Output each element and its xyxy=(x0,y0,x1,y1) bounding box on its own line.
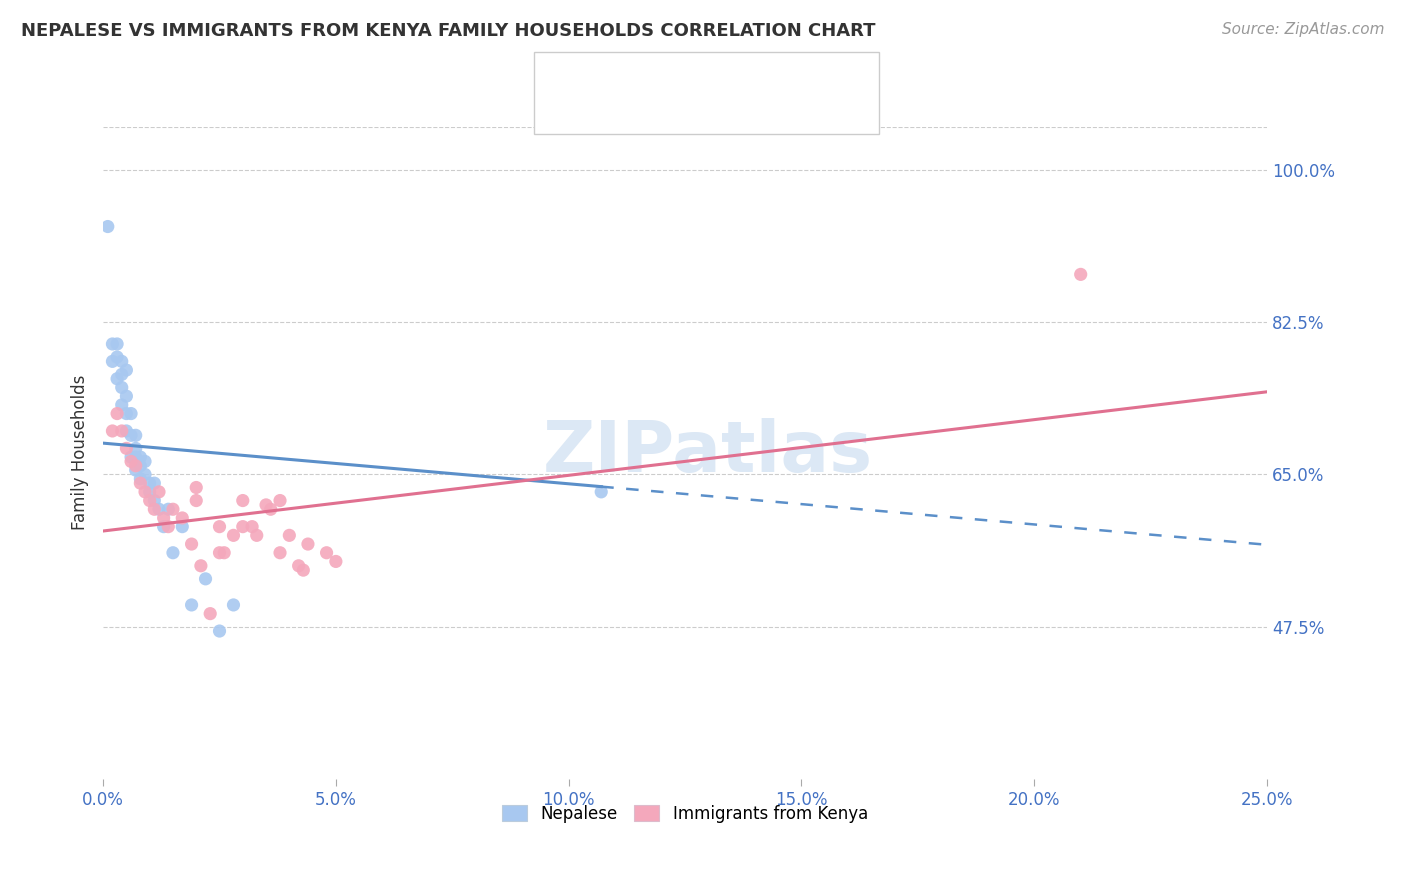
Text: 0.365: 0.365 xyxy=(647,102,696,120)
Text: 40: 40 xyxy=(779,66,801,84)
Point xyxy=(190,558,212,573)
Point xyxy=(143,476,166,491)
Point xyxy=(186,481,208,495)
Point xyxy=(180,598,202,612)
Text: N =: N = xyxy=(733,66,772,84)
Point xyxy=(138,493,160,508)
Point xyxy=(115,363,138,377)
Point xyxy=(222,528,245,542)
Point xyxy=(101,424,124,438)
Point xyxy=(232,519,254,533)
Point xyxy=(143,502,166,516)
Point xyxy=(172,519,194,533)
Point xyxy=(148,502,170,516)
Point xyxy=(162,546,184,560)
Point xyxy=(222,598,245,612)
Text: -0.151: -0.151 xyxy=(647,66,703,84)
Point xyxy=(115,389,138,403)
Point xyxy=(292,563,315,577)
Point xyxy=(129,450,152,464)
Text: R =: R = xyxy=(595,66,631,84)
Point xyxy=(287,558,309,573)
Point xyxy=(172,511,194,525)
FancyBboxPatch shape xyxy=(548,62,581,88)
Point xyxy=(186,493,208,508)
Point xyxy=(97,219,120,234)
Point xyxy=(269,493,291,508)
Point xyxy=(120,428,142,442)
Point xyxy=(194,572,217,586)
Point xyxy=(105,350,128,364)
Point xyxy=(115,442,138,456)
Point xyxy=(115,407,138,421)
Point xyxy=(111,398,134,412)
Point xyxy=(134,467,156,482)
Text: R =: R = xyxy=(595,102,631,120)
Point xyxy=(254,498,277,512)
Point xyxy=(208,546,231,560)
Point xyxy=(129,476,152,491)
Point xyxy=(269,546,291,560)
Point xyxy=(101,337,124,351)
Point xyxy=(138,476,160,491)
Point xyxy=(162,502,184,516)
Point xyxy=(125,463,148,477)
Point xyxy=(111,380,134,394)
Point xyxy=(152,511,174,525)
Point xyxy=(125,442,148,456)
Point xyxy=(240,519,263,533)
Y-axis label: Family Households: Family Households xyxy=(72,375,89,531)
Point xyxy=(111,368,134,382)
Text: ZIPatlas: ZIPatlas xyxy=(543,418,873,487)
Point xyxy=(180,537,202,551)
Point xyxy=(105,407,128,421)
Point xyxy=(101,354,124,368)
Point xyxy=(134,484,156,499)
Point xyxy=(125,458,148,473)
Point xyxy=(278,528,301,542)
Point xyxy=(157,502,180,516)
Point xyxy=(115,424,138,438)
Point xyxy=(246,528,269,542)
FancyBboxPatch shape xyxy=(548,97,581,123)
Point xyxy=(105,372,128,386)
Point xyxy=(143,493,166,508)
Point xyxy=(325,554,347,568)
Point xyxy=(208,519,231,533)
Point xyxy=(129,458,152,473)
Point xyxy=(111,424,134,438)
Point xyxy=(152,519,174,533)
Point xyxy=(134,454,156,468)
Text: Source: ZipAtlas.com: Source: ZipAtlas.com xyxy=(1222,22,1385,37)
Point xyxy=(1070,268,1092,282)
Text: NEPALESE VS IMMIGRANTS FROM KENYA FAMILY HOUSEHOLDS CORRELATION CHART: NEPALESE VS IMMIGRANTS FROM KENYA FAMILY… xyxy=(21,22,876,40)
Point xyxy=(105,337,128,351)
Text: 39: 39 xyxy=(779,102,801,120)
Point xyxy=(129,472,152,486)
Point xyxy=(297,537,319,551)
Point xyxy=(212,546,235,560)
Point xyxy=(120,450,142,464)
Point xyxy=(120,407,142,421)
Point xyxy=(315,546,337,560)
Point xyxy=(125,428,148,442)
Point xyxy=(208,624,231,638)
Point xyxy=(138,484,160,499)
Point xyxy=(120,454,142,468)
Point xyxy=(232,493,254,508)
Text: N =: N = xyxy=(733,102,772,120)
Legend: Nepalese, Immigrants from Kenya: Nepalese, Immigrants from Kenya xyxy=(495,798,875,830)
Point xyxy=(148,484,170,499)
Point xyxy=(125,450,148,464)
Point xyxy=(260,502,283,516)
Point xyxy=(591,484,613,499)
Point xyxy=(198,607,221,621)
Point xyxy=(111,354,134,368)
Point xyxy=(157,519,180,533)
